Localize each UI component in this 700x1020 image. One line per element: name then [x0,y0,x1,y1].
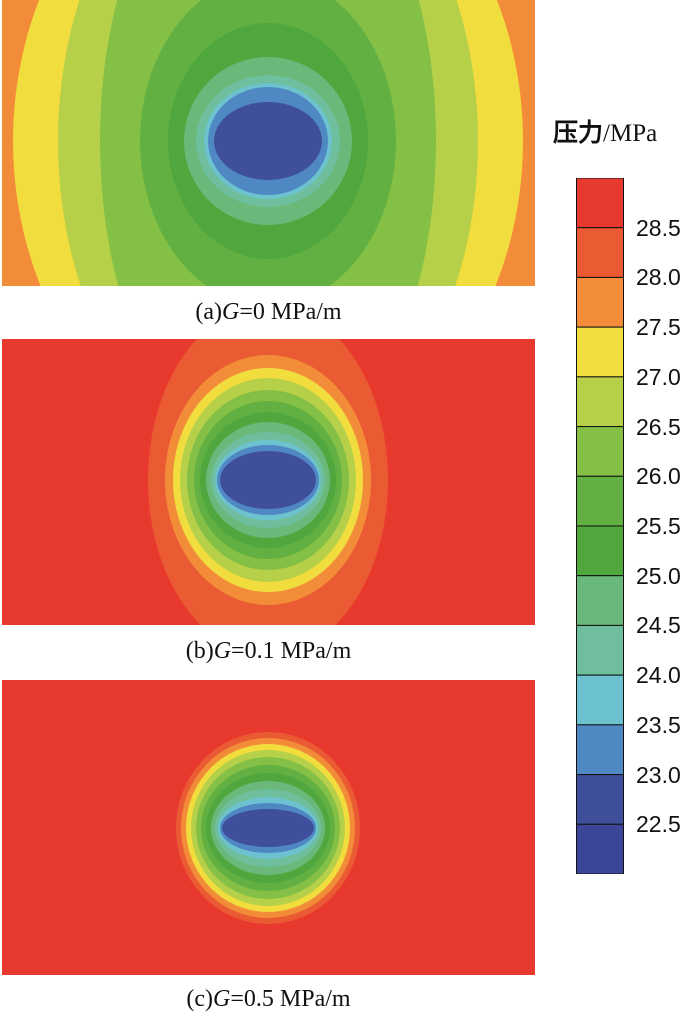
colorbar-tick-label: 27.0 [636,363,681,390]
colorbar-tick-label: 28.0 [636,264,681,291]
caption-b: (b)G=0.1 MPa/m [0,637,537,665]
caption-c-value: =0.5 MPa/m [230,986,351,1012]
colorbar-swatch-6 [576,475,624,527]
colorbar-swatch-11 [576,724,624,776]
contour-plot-c [2,680,535,975]
colorbar-tick-label: 26.5 [636,413,681,440]
contour-plot-b [2,339,535,625]
colorbar-swatch-12 [576,774,624,825]
colorbar-tick-label: 23.5 [636,711,681,738]
contour-band-c-11 [222,809,314,847]
colorbar-swatch-9 [576,624,624,676]
colorbar-tick-label: 28.5 [636,214,681,241]
colorbar-tick-label: 22.5 [636,811,681,838]
colorbar-unit: /MPa [603,120,658,147]
contour-band-b-11 [220,451,316,509]
caption-c: (c)G=0.5 MPa/m [0,985,537,1013]
colorbar-swatch-10 [576,674,624,726]
contour-panel-c [2,680,535,975]
colorbar-swatch-5 [576,426,624,477]
caption-b-value: =0.1 MPa/m [231,638,352,664]
caption-a: (a)G=0 MPa/m [0,298,537,326]
caption-a-variable: G [222,299,240,325]
colorbar-swatches [576,177,624,875]
colorbar-swatch-3 [576,326,624,378]
colorbar-swatch-1 [576,227,624,278]
colorbar-swatch-2 [576,276,624,328]
colorbar-swatch-8 [576,575,624,626]
caption-a-prefix: (a) [195,299,223,325]
colorbar-tick-label: 24.0 [636,662,681,689]
caption-b-variable: G [213,638,232,664]
colorbar [576,177,624,875]
colorbar-title: 压力/MPa [553,118,657,149]
contour-panel-b [2,339,535,625]
caption-c-prefix: (c) [186,986,214,1012]
contour-band-a-11 [214,102,322,180]
colorbar-tick-label: 25.0 [636,562,681,589]
caption-c-variable: G [213,986,231,1012]
colorbar-tick-label: 23.0 [636,761,681,788]
caption-a-value: =0 MPa/m [239,299,342,325]
colorbar-tick-label: 24.5 [636,612,681,639]
contour-panel-a [2,0,535,286]
colorbar-swatch-13 [576,823,624,875]
colorbar-tick-label: 25.5 [636,513,681,539]
colorbar-title-text: 压力 [553,118,604,147]
colorbar-swatch-0 [576,177,624,229]
colorbar-tick-label: 27.5 [636,314,681,341]
colorbar-swatch-7 [576,525,624,577]
caption-b-prefix: (b) [185,638,214,664]
colorbar-swatch-4 [576,376,624,428]
colorbar-tick-label: 26.0 [636,463,681,490]
contour-plot-a [2,0,535,286]
